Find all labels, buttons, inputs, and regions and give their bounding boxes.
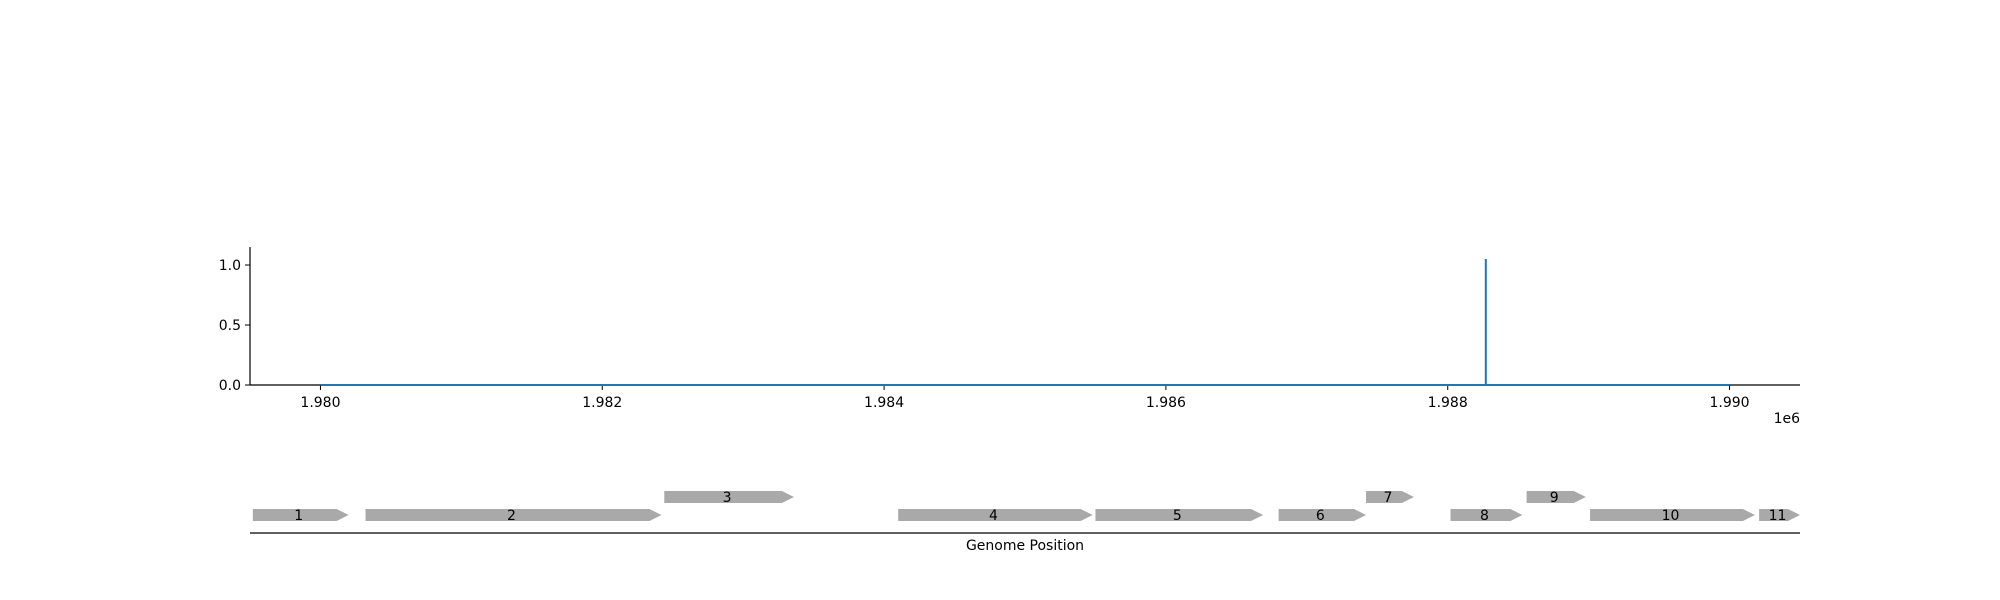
gene-label: 11: [1769, 508, 1787, 524]
gene-label: 1: [294, 508, 303, 524]
x-tick-label: 1.990: [1709, 395, 1749, 411]
y-tick-label: 0.5: [219, 318, 241, 334]
gene-label: 9: [1550, 490, 1559, 506]
gene-arrow: [252, 509, 349, 521]
gene-label: 5: [1173, 508, 1182, 524]
x-offset-label: 1e6: [1774, 411, 1801, 427]
x-ticks: 1.980 1.982 1.984 1.986 1.988 1.990: [300, 385, 1750, 411]
gene-label: 7: [1383, 490, 1392, 506]
gene-arrow: [664, 491, 794, 503]
gene-arrow: [365, 509, 662, 521]
gene-arrows: 1 2 3 4 5 6 7 8 9 10 11: [252, 490, 1800, 524]
gene-arrow: [898, 509, 1093, 521]
x-tick-label: 1.982: [582, 395, 622, 411]
gene-arrow: [1526, 491, 1586, 503]
signal-series-line: [320, 259, 1730, 386]
y-tick-label: 0.0: [219, 378, 241, 394]
gene-label: 10: [1662, 508, 1680, 524]
x-tick-label: 1.980: [300, 395, 340, 411]
gene-label: 6: [1316, 508, 1325, 524]
x-tick-label: 1.986: [1146, 395, 1186, 411]
y-ticks: 0.0 0.5 1.0: [219, 258, 250, 394]
gene-arrow: [1759, 509, 1800, 521]
gene-arrow: [1278, 509, 1366, 521]
gene-arrow: [1095, 509, 1264, 521]
gene-label: 2: [507, 508, 516, 524]
gene-track-panel: 1 2 3 4 5 6 7 8 9 10 11 Genome Position: [250, 490, 1800, 554]
gene-track-xlabel: Genome Position: [966, 538, 1084, 554]
gene-arrow: [1450, 509, 1523, 521]
signal-panel: 0.0 0.5 1.0 1.980 1.982 1.984 1.986 1.988 1.990…: [219, 247, 1800, 427]
gene-label: 4: [989, 508, 998, 524]
x-tick-label: 1.988: [1428, 395, 1468, 411]
y-tick-label: 1.0: [219, 258, 241, 274]
gene-arrow: [1590, 509, 1755, 521]
gene-label: 8: [1480, 508, 1489, 524]
gene-label: 3: [723, 490, 732, 506]
x-tick-label: 1.984: [864, 395, 904, 411]
gene-arrow: [1366, 491, 1414, 503]
